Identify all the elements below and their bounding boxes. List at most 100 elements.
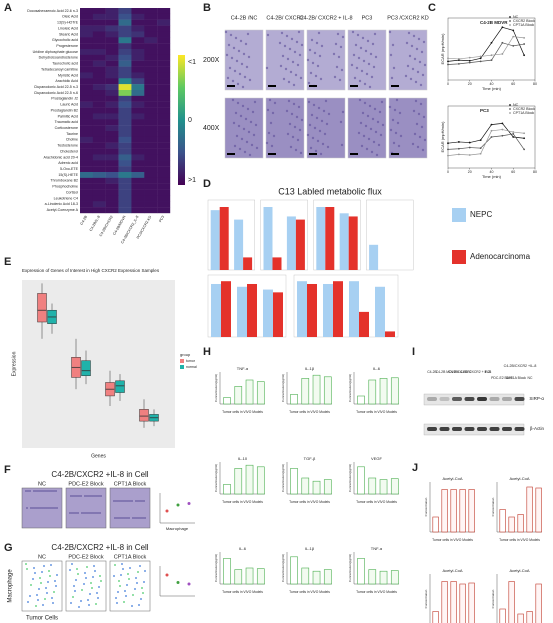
event	[69, 569, 71, 571]
event	[139, 565, 141, 567]
event	[76, 568, 78, 570]
cell-stain	[83, 512, 85, 514]
cell-stain	[364, 49, 368, 53]
bar	[323, 376, 332, 405]
heat-cell	[80, 166, 94, 173]
heat-cell	[105, 95, 119, 102]
chart-title: Expression of Genes of Interest in High …	[22, 268, 160, 273]
bar	[379, 570, 388, 585]
heat-cell	[80, 66, 94, 73]
event	[92, 576, 94, 578]
point	[447, 63, 449, 66]
cell-stain	[271, 111, 275, 115]
heat-cell	[144, 201, 158, 208]
point	[490, 59, 493, 62]
heat-cell	[92, 78, 106, 85]
legend-key	[509, 112, 511, 114]
heat-cell	[144, 125, 158, 132]
lane-label: C4-2B MDVR	[436, 370, 457, 374]
heat-cell	[92, 142, 106, 149]
cell-stain	[129, 500, 131, 502]
cell-stain	[375, 153, 379, 157]
y-axis-label: Concentration(pg/ml)	[214, 374, 218, 402]
heat-cell	[157, 95, 171, 102]
x-axis-label: Tumor cells in VIVO Models	[432, 538, 473, 542]
event	[37, 599, 39, 601]
heat-cell	[105, 8, 119, 15]
legend-label: CXCR2 Block	[513, 19, 535, 23]
band	[464, 427, 475, 431]
heat-cell	[157, 183, 171, 190]
heat-cell	[92, 31, 106, 38]
cell-stain	[419, 83, 423, 87]
cell-stain	[300, 118, 304, 122]
bar	[441, 489, 448, 533]
cell-stain	[242, 127, 246, 131]
cell-stain	[308, 123, 312, 127]
cell-stain	[358, 79, 362, 83]
cell-stain	[94, 495, 96, 497]
band	[452, 397, 462, 401]
bar	[256, 381, 265, 405]
row-label: 15(S)-HETE	[58, 173, 78, 177]
row-label: Tetradecanoyl carnitine	[41, 67, 78, 71]
cell-stain	[323, 132, 327, 136]
heat-cell	[105, 183, 119, 190]
heat-cell	[80, 60, 94, 67]
x-tick-label: 40	[490, 82, 494, 86]
legend-key	[452, 250, 466, 264]
cell-stain	[416, 145, 420, 149]
cell-stain	[279, 64, 283, 68]
heat-cell	[105, 131, 119, 138]
event	[98, 586, 100, 588]
cell-stain	[373, 32, 377, 36]
heat-cell	[118, 183, 132, 190]
event	[121, 563, 123, 565]
cell-stain	[139, 500, 141, 502]
heat-cell	[105, 177, 119, 184]
heat-cell	[144, 136, 158, 143]
cell-stain	[298, 53, 302, 57]
point	[468, 59, 471, 62]
panel-letter: G	[4, 542, 13, 554]
heat-cell	[131, 84, 145, 91]
event	[72, 596, 74, 598]
heat-cell	[144, 160, 158, 167]
panel-letter: E	[4, 256, 11, 268]
row-label: Clupanodonic Acid 22-5 n-3	[34, 85, 78, 89]
bar	[323, 283, 333, 337]
point	[479, 60, 482, 63]
point	[501, 134, 504, 137]
cell-stain	[243, 150, 247, 154]
cell-stain	[253, 100, 257, 104]
heat-cell	[131, 189, 145, 196]
heat-cell	[105, 142, 119, 149]
column-label: C4-2B/IL-8	[89, 215, 101, 232]
band	[489, 397, 500, 401]
cell-stain	[56, 507, 58, 509]
point	[512, 45, 515, 47]
heat-cell	[118, 49, 132, 56]
row-label: 400X	[203, 125, 220, 132]
heat-cell	[118, 172, 132, 179]
event	[143, 581, 145, 583]
heat-cell	[144, 95, 158, 102]
bar	[369, 244, 379, 270]
cell-stain	[392, 66, 396, 70]
chart-title: TNF-α	[237, 366, 249, 371]
cell-stain	[416, 70, 420, 74]
heat-cell	[105, 160, 119, 167]
legend-label: normal	[186, 365, 197, 369]
bar	[432, 516, 439, 533]
heat-cell	[144, 25, 158, 32]
bar	[468, 489, 475, 533]
event	[89, 593, 91, 595]
cell-stain	[394, 131, 398, 135]
cell-stain	[368, 104, 372, 108]
event	[86, 566, 88, 568]
cell-stain	[392, 141, 396, 145]
chart-title: IL-1β	[305, 366, 315, 371]
event	[144, 570, 146, 572]
cell-stain	[313, 126, 317, 130]
